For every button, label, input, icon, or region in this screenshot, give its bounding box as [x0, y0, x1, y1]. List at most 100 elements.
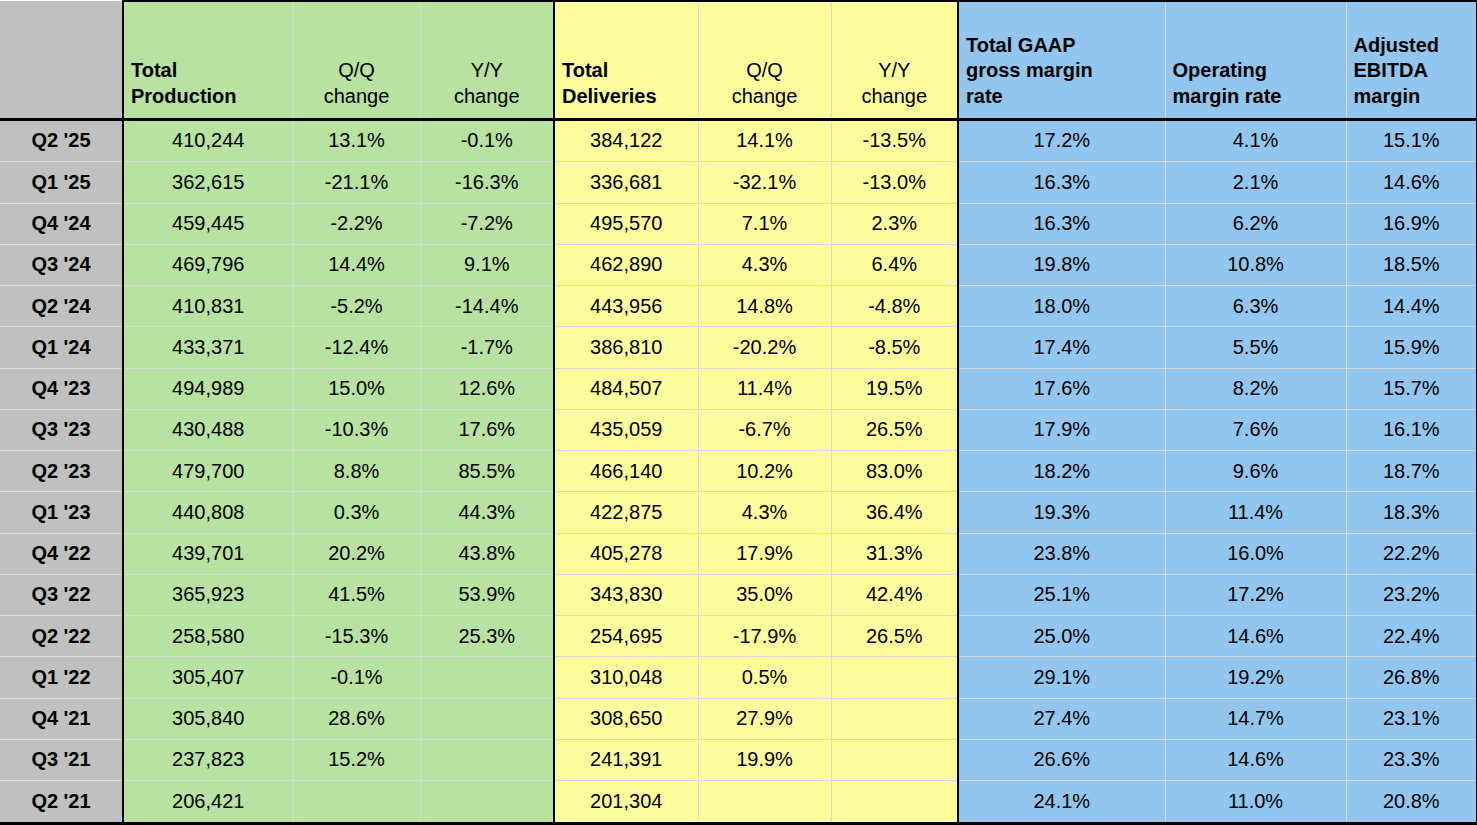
cell-operating-margin-rate: 10.8%	[1165, 244, 1346, 285]
cell-production-yy-change: 25.3%	[420, 616, 554, 657]
cell-deliveries-yy-change: 19.5%	[831, 368, 958, 409]
cell-production-yy-change: 44.3%	[420, 492, 554, 533]
row-header-quarter: Q4 '21	[0, 698, 123, 739]
cell-production-yy-change: 43.8%	[420, 533, 554, 574]
row-header-quarter: Q4 '24	[0, 203, 123, 244]
cell-gaap-gross-margin-rate: 23.8%	[958, 533, 1165, 574]
cell-deliveries-qq-change: 4.3%	[698, 492, 831, 533]
cell-gaap-gross-margin-rate: 26.6%	[958, 739, 1165, 780]
row-header-quarter: Q1 '22	[0, 657, 123, 698]
cell-deliveries-yy-change: 26.5%	[831, 409, 958, 450]
cell-total-production: 459,445	[123, 203, 293, 244]
cell-deliveries-qq-change: 0.5%	[698, 657, 831, 698]
table-row: Q4 '22439,70120.2%43.8%405,27817.9%31.3%…	[0, 533, 1477, 574]
spreadsheet-region: Total Production Q/Q change Y/Y change T…	[0, 0, 1477, 825]
cell-total-production: 439,701	[123, 533, 293, 574]
cell-adjusted-ebitda-margin: 22.2%	[1346, 533, 1477, 574]
cell-total-deliveries: 343,830	[554, 574, 698, 615]
cell-production-qq-change: -10.3%	[293, 409, 420, 450]
header-gaap-gross-margin-rate: Total GAAP gross margin rate	[958, 1, 1165, 119]
cell-deliveries-yy-change: 31.3%	[831, 533, 958, 574]
cell-total-production: 206,421	[123, 781, 293, 824]
cell-deliveries-yy-change	[831, 657, 958, 698]
cell-gaap-gross-margin-rate: 29.1%	[958, 657, 1165, 698]
table-row: Q3 '21237,82315.2%241,39119.9%26.6%14.6%…	[0, 739, 1477, 780]
cell-deliveries-qq-change: -17.9%	[698, 616, 831, 657]
cell-deliveries-yy-change: 26.5%	[831, 616, 958, 657]
cell-production-yy-change: 9.1%	[420, 244, 554, 285]
cell-deliveries-qq-change	[698, 781, 831, 824]
quarterly-metrics-table: Total Production Q/Q change Y/Y change T…	[0, 0, 1477, 825]
table-header: Total Production Q/Q change Y/Y change T…	[0, 1, 1477, 119]
cell-gaap-gross-margin-rate: 17.2%	[958, 119, 1165, 162]
row-header-quarter: Q4 '23	[0, 368, 123, 409]
cell-deliveries-qq-change: 17.9%	[698, 533, 831, 574]
row-header-quarter: Q3 '23	[0, 409, 123, 450]
cell-deliveries-qq-change: 14.8%	[698, 286, 831, 327]
cell-deliveries-qq-change: 19.9%	[698, 739, 831, 780]
cell-operating-margin-rate: 17.2%	[1165, 574, 1346, 615]
table-row: Q3 '24469,79614.4%9.1%462,8904.3%6.4%19.…	[0, 244, 1477, 285]
header-deliveries-yy-change: Y/Y change	[831, 1, 958, 119]
cell-total-deliveries: 462,890	[554, 244, 698, 285]
cell-production-qq-change: -5.2%	[293, 286, 420, 327]
header-deliveries-qq-change: Q/Q change	[698, 1, 831, 119]
cell-total-production: 237,823	[123, 739, 293, 780]
cell-gaap-gross-margin-rate: 27.4%	[958, 698, 1165, 739]
cell-production-qq-change: -12.4%	[293, 327, 420, 368]
header-production-qq-change: Q/Q change	[293, 1, 420, 119]
cell-production-qq-change: -0.1%	[293, 657, 420, 698]
cell-total-deliveries: 308,650	[554, 698, 698, 739]
header-production-yy-change: Y/Y change	[420, 1, 554, 119]
cell-production-yy-change: 12.6%	[420, 368, 554, 409]
cell-adjusted-ebitda-margin: 14.4%	[1346, 286, 1477, 327]
cell-total-deliveries: 466,140	[554, 451, 698, 492]
cell-operating-margin-rate: 2.1%	[1165, 162, 1346, 203]
cell-total-production: 362,615	[123, 162, 293, 203]
cell-deliveries-yy-change: -13.5%	[831, 119, 958, 162]
cell-total-deliveries: 201,304	[554, 781, 698, 824]
cell-deliveries-yy-change	[831, 739, 958, 780]
table-row: Q2 '25410,24413.1%-0.1%384,12214.1%-13.5…	[0, 119, 1477, 162]
row-header-quarter: Q1 '23	[0, 492, 123, 533]
header-row: Total Production Q/Q change Y/Y change T…	[0, 1, 1477, 119]
cell-production-yy-change	[420, 739, 554, 780]
table-row: Q3 '23430,488-10.3%17.6%435,059-6.7%26.5…	[0, 409, 1477, 450]
cell-adjusted-ebitda-margin: 23.3%	[1346, 739, 1477, 780]
cell-operating-margin-rate: 16.0%	[1165, 533, 1346, 574]
cell-adjusted-ebitda-margin: 15.9%	[1346, 327, 1477, 368]
cell-production-yy-change: -7.2%	[420, 203, 554, 244]
cell-adjusted-ebitda-margin: 18.5%	[1346, 244, 1477, 285]
cell-adjusted-ebitda-margin: 26.8%	[1346, 657, 1477, 698]
cell-deliveries-qq-change: -32.1%	[698, 162, 831, 203]
cell-total-deliveries: 336,681	[554, 162, 698, 203]
cell-production-qq-change: 8.8%	[293, 451, 420, 492]
cell-operating-margin-rate: 5.5%	[1165, 327, 1346, 368]
cell-gaap-gross-margin-rate: 24.1%	[958, 781, 1165, 824]
cell-production-yy-change	[420, 698, 554, 739]
cell-total-deliveries: 422,875	[554, 492, 698, 533]
table-row: Q2 '23479,7008.8%85.5%466,14010.2%83.0%1…	[0, 451, 1477, 492]
cell-production-qq-change	[293, 781, 420, 824]
table-row: Q2 '22258,580-15.3%25.3%254,695-17.9%26.…	[0, 616, 1477, 657]
cell-deliveries-yy-change: -13.0%	[831, 162, 958, 203]
cell-production-yy-change: 17.6%	[420, 409, 554, 450]
table-row: Q2 '21206,421201,30424.1%11.0%20.8%	[0, 781, 1477, 824]
cell-deliveries-yy-change: 6.4%	[831, 244, 958, 285]
cell-gaap-gross-margin-rate: 17.4%	[958, 327, 1165, 368]
cell-production-yy-change: -0.1%	[420, 119, 554, 162]
corner-cell	[0, 1, 123, 119]
cell-total-deliveries: 443,956	[554, 286, 698, 327]
cell-production-yy-change	[420, 781, 554, 824]
cell-operating-margin-rate: 4.1%	[1165, 119, 1346, 162]
cell-operating-margin-rate: 19.2%	[1165, 657, 1346, 698]
table-row: Q1 '23440,8080.3%44.3%422,8754.3%36.4%19…	[0, 492, 1477, 533]
cell-adjusted-ebitda-margin: 16.1%	[1346, 409, 1477, 450]
cell-deliveries-qq-change: 7.1%	[698, 203, 831, 244]
cell-production-qq-change: -21.1%	[293, 162, 420, 203]
header-total-production: Total Production	[123, 1, 293, 119]
cell-gaap-gross-margin-rate: 16.3%	[958, 162, 1165, 203]
cell-total-production: 410,244	[123, 119, 293, 162]
cell-deliveries-yy-change: 36.4%	[831, 492, 958, 533]
cell-operating-margin-rate: 14.7%	[1165, 698, 1346, 739]
